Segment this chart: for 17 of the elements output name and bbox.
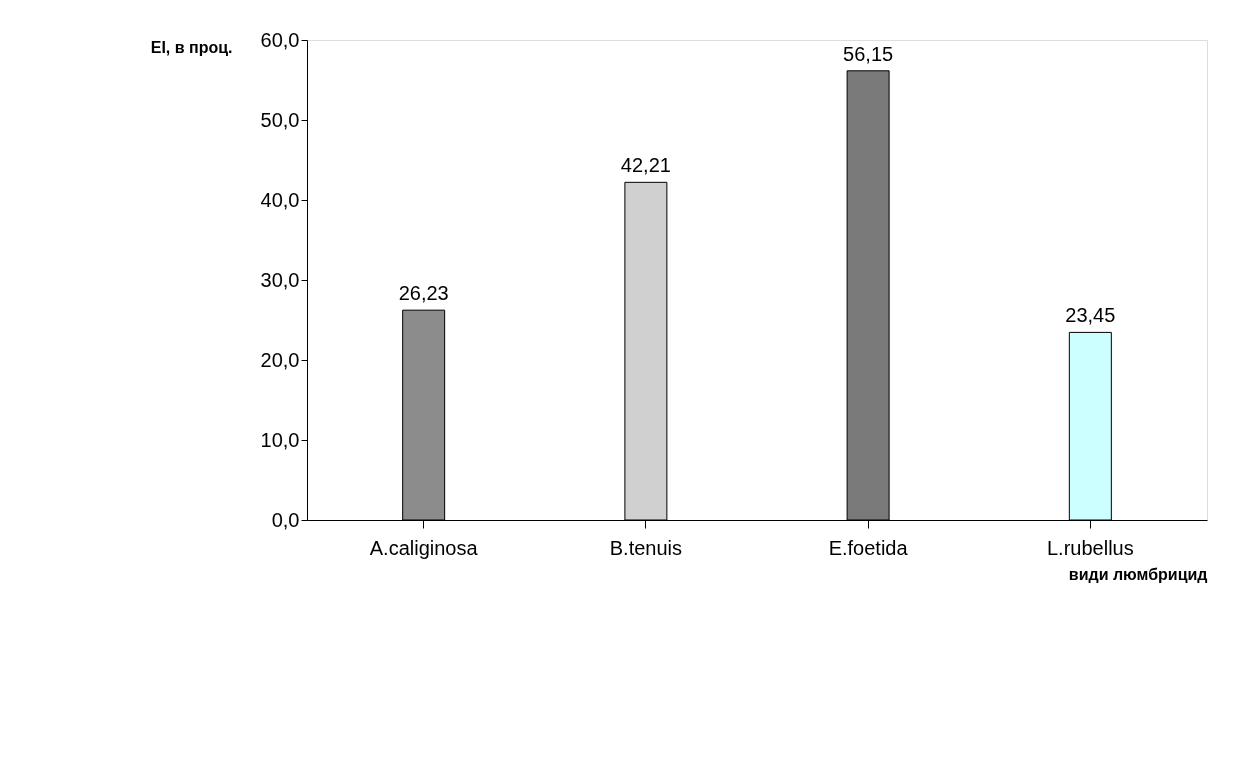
x-tick-label: A.caliginosa <box>369 536 479 559</box>
y-tick-label: 10,0 <box>260 428 300 451</box>
data-label: 23,45 <box>1065 304 1116 327</box>
data-label: 56,15 <box>843 42 894 65</box>
x-tick-label: B.tenuis <box>609 536 683 559</box>
data-label: 26,23 <box>398 282 449 305</box>
x-axis-title: види люмбрицид <box>1068 565 1208 583</box>
y-tick-label: 0,0 <box>271 508 300 531</box>
x-tick-label: L.rubellus <box>1046 536 1134 559</box>
x-tick-label: E.foetida <box>828 536 909 559</box>
y-tick-label: 30,0 <box>260 268 300 291</box>
data-label: 42,21 <box>620 154 671 177</box>
y-tick-label: 20,0 <box>260 348 300 371</box>
y-tick-label: 60,0 <box>260 28 300 51</box>
y-axis-title: EI, в проц. <box>150 38 233 56</box>
y-tick-label: 50,0 <box>260 108 300 131</box>
y-tick-label: 40,0 <box>260 188 300 211</box>
